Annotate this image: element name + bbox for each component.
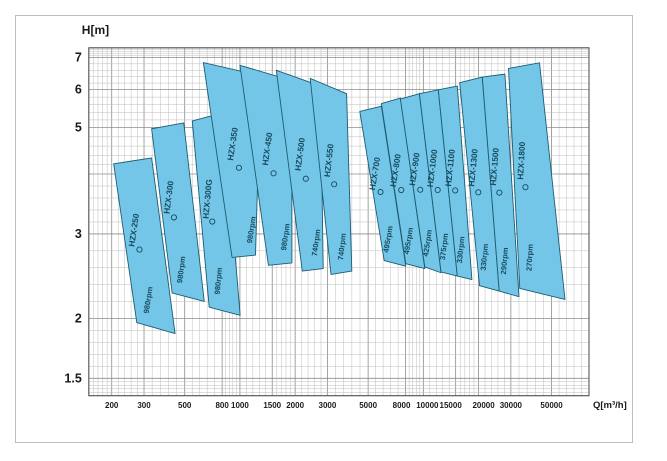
svg-text:1500: 1500 — [263, 401, 281, 410]
svg-text:2000: 2000 — [286, 401, 304, 410]
svg-text:Q[m³/h]: Q[m³/h] — [593, 400, 627, 411]
svg-text:500: 500 — [178, 401, 192, 410]
svg-text:15000: 15000 — [440, 401, 463, 410]
svg-text:300: 300 — [137, 401, 151, 410]
svg-text:3000: 3000 — [319, 401, 337, 410]
svg-text:200: 200 — [105, 401, 119, 410]
svg-text:2: 2 — [75, 311, 82, 325]
svg-text:270rpm: 270rpm — [524, 243, 534, 271]
svg-text:10000: 10000 — [416, 401, 439, 410]
svg-text:HZX-1800: HZX-1800 — [515, 141, 527, 180]
svg-text:800: 800 — [215, 401, 229, 410]
svg-text:1000: 1000 — [231, 401, 249, 410]
svg-text:6: 6 — [75, 83, 82, 97]
svg-text:7: 7 — [75, 50, 82, 64]
svg-text:5000: 5000 — [359, 401, 377, 410]
svg-text:8000: 8000 — [393, 401, 411, 410]
svg-text:50000: 50000 — [540, 401, 563, 410]
svg-text:30000: 30000 — [500, 401, 523, 410]
svg-text:20000: 20000 — [472, 401, 495, 410]
svg-text:1.5: 1.5 — [64, 371, 81, 385]
svg-text:5: 5 — [75, 121, 82, 135]
svg-text:3: 3 — [75, 227, 82, 241]
svg-text:H[m]: H[m] — [82, 23, 109, 37]
